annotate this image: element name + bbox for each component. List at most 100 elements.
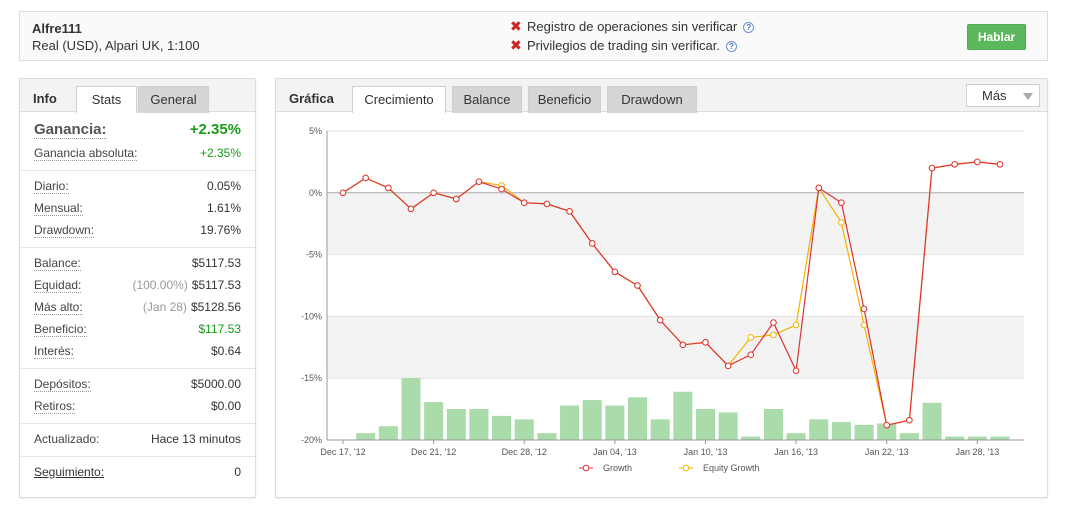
growth-line [342,161,1001,426]
stat-label[interactable]: Ganancia absoluta: [34,146,138,161]
stat-label[interactable]: Mensual: [34,201,83,216]
stat-profit: Beneficio: $117.53 [34,319,241,341]
x-tick-label: Jan 04, '13 [593,447,637,457]
volume-bar [718,412,738,440]
info-panel: Info Stats General Ganancia: +2.35% Gana… [19,78,256,498]
chart-band [327,192,1024,255]
equity-growth-point [770,331,777,339]
volume-bar [605,405,625,440]
stat-amount: $5128.56 [190,300,241,314]
volume-bar [492,415,512,440]
volume-bar [560,405,580,440]
chart-panel: Gráfica Crecimiento Balance Beneficio Dr… [275,78,1048,498]
volume-bar [877,423,897,440]
volume-bar [401,378,421,440]
growth-point [498,185,505,193]
stat-label[interactable]: Ganancia: [34,121,107,139]
growth-point [996,161,1004,168]
info-tabbar: Info Stats General [20,79,255,113]
growth-point [679,341,687,349]
growth-point [838,199,845,206]
equity-growth-point [747,334,755,341]
help-icon[interactable]: ? [743,22,755,33]
stat-highest: Más alto: (Jan 28) $5128.56 [34,297,241,319]
tab-stats[interactable]: Stats [76,86,137,113]
tab-balance[interactable]: Balance [452,86,522,113]
more-dropdown[interactable]: Más [966,84,1040,107]
volume-bar [582,400,602,440]
growth-point [634,282,641,289]
tab-general[interactable]: General [138,86,209,113]
growth-point [452,195,460,203]
stat-gain: Ganancia: +2.35% [34,117,241,143]
stat-label: Actualizado: [34,432,100,446]
close-icon: ✖ [510,37,522,53]
stats-list: Ganancia: +2.35% Ganancia absoluta: +2.3… [20,113,255,484]
stat-label[interactable]: Balance: [34,256,81,271]
account-name[interactable]: Alfre111 [32,21,82,36]
warning-text: Registro de operaciones sin verificar [527,19,738,34]
growth-point [362,174,369,182]
talk-button[interactable]: Hablar [967,24,1026,50]
stat-value: +2.35% [189,121,241,138]
growth-point [611,268,619,276]
growth-point [747,351,755,359]
volume-bar [967,436,987,440]
stat-label[interactable]: Retiros: [34,399,76,414]
panel-title: Info [33,91,57,106]
stat-value: 0.05% [206,179,241,193]
growth-point [702,339,709,346]
help-icon[interactable]: ? [725,41,737,52]
stat-value: (Jan 28) $5128.56 [143,301,241,314]
stat-label[interactable]: Depósitos: [34,377,91,392]
divider [20,456,255,457]
equity-growth-point [860,321,868,329]
stat-value: $0.64 [210,344,241,358]
stat-value: (100.00%) $5117.53 [132,279,241,292]
x-tick-label: Dec 21, '12 [411,447,456,457]
divider [20,170,255,171]
stat-value: Hace 13 minutos [150,432,241,446]
volume-bar [514,419,534,440]
tab-drawdown[interactable]: Drawdown [607,86,697,113]
growth-point [385,184,392,192]
volume-bar [378,426,398,440]
growth-point [860,305,868,313]
volume-bar [469,409,489,440]
stat-label[interactable]: Diario: [34,179,69,194]
legend-label: Equity Growth [703,463,760,473]
divider [20,368,255,369]
growth-point [928,164,936,172]
tab-growth[interactable]: Crecimiento [352,86,446,113]
volume-bar [809,419,829,440]
growth-point [543,200,551,208]
tracking-link[interactable]: Seguimiento: [34,465,105,479]
x-tick-label: Dec 28, '12 [502,447,547,457]
stat-value: +2.35% [199,146,241,160]
stat-deposits: Depósitos: $5000.00 [34,374,241,396]
account-header: Alfre111 Real (USD), Alpari UK, 1:100 ✖ R… [19,11,1048,61]
divider [20,247,255,248]
stat-label[interactable]: Interés: [34,344,75,359]
y-tick-label: -15% [301,373,322,383]
volume-bar [922,402,942,440]
stat-equity: Equidad: (100.00%) $5117.53 [34,275,241,297]
stat-label[interactable]: Drawdown: [34,223,95,238]
growth-point [974,158,981,166]
stat-note: (100.00%) [132,278,188,292]
growth-point [656,316,664,324]
stat-note: (Jan 28) [142,300,187,314]
tab-profit[interactable]: Beneficio [528,86,601,113]
stat-label[interactable]: Más alto: [34,300,83,315]
stat-label[interactable]: Beneficio: [34,322,87,337]
chevron-down-icon [1023,93,1033,100]
y-tick-label: -10% [301,311,322,321]
equity-growth-point [838,219,845,226]
volume-bar [741,436,761,440]
stat-label[interactable]: Equidad: [34,278,82,293]
growth-point [407,205,415,213]
warning-trading-privileges: ✖ Privilegios de trading sin verificar.? [510,37,737,54]
stat-drawdown: Drawdown: 19.76% [34,220,241,242]
more-label: Más [982,88,1007,103]
